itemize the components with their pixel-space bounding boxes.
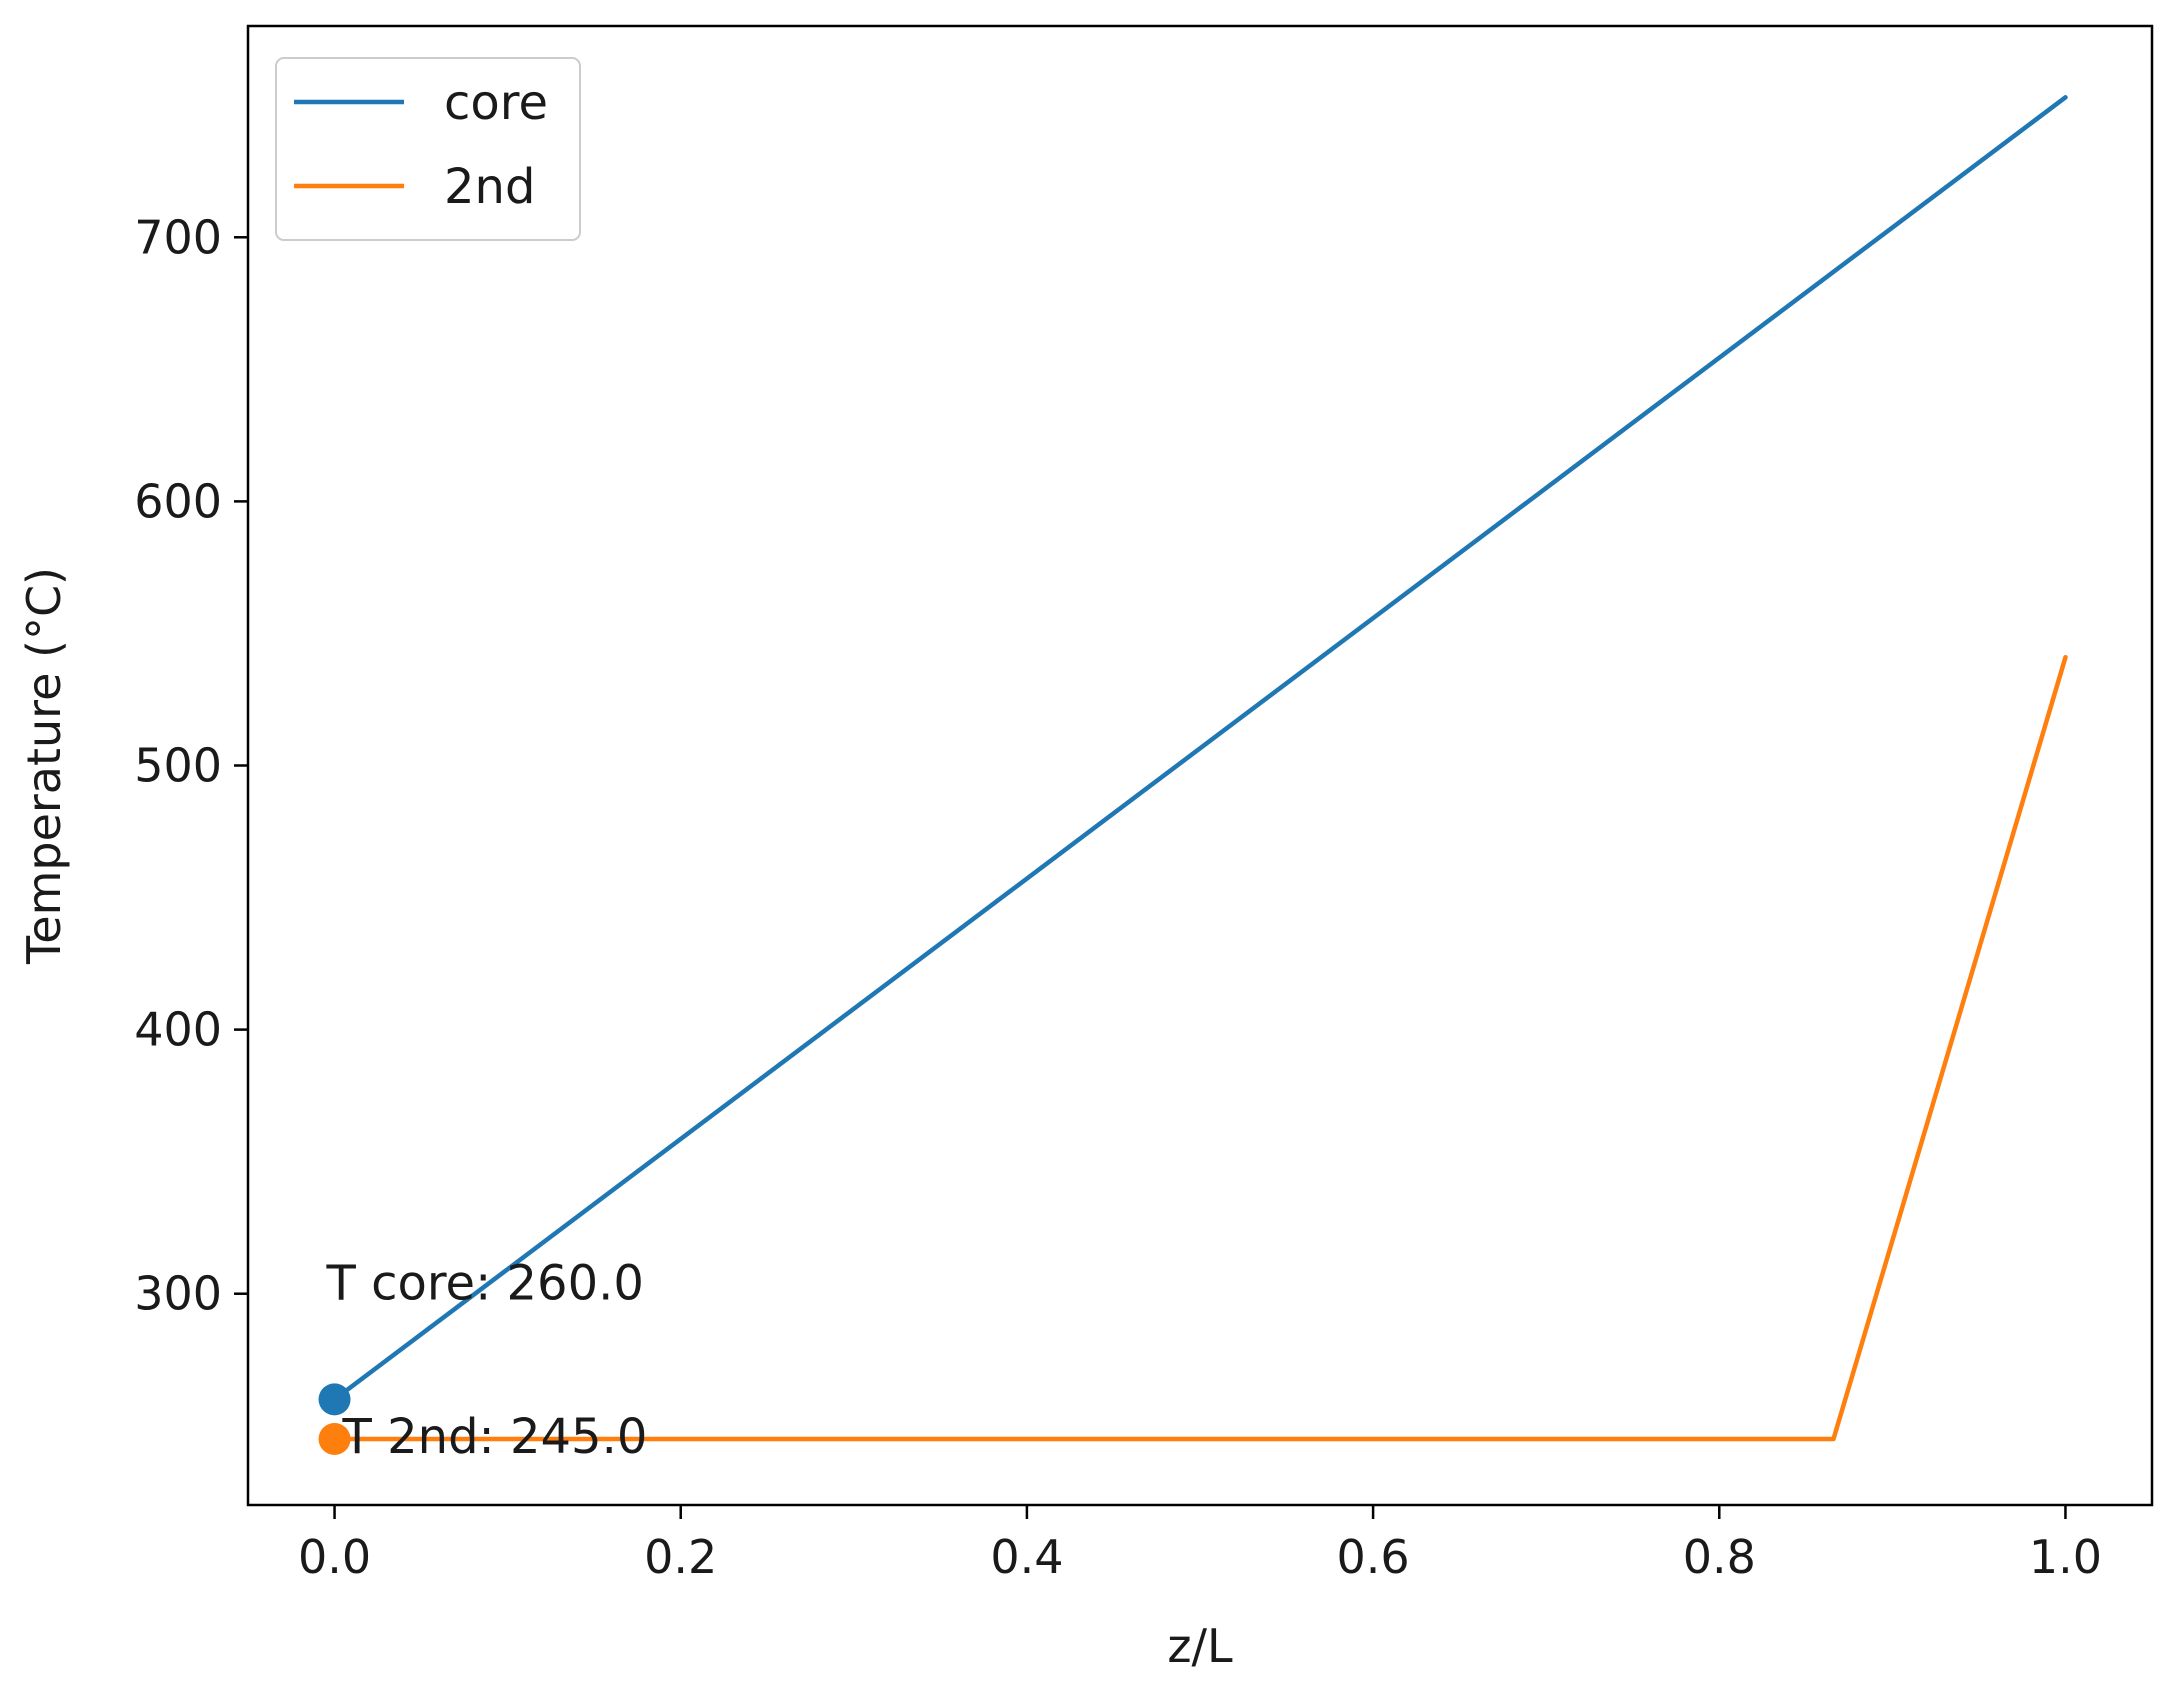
x-tick-label: 0.6 <box>1337 1530 1410 1584</box>
y-axis-label: Temperature (°C) <box>17 567 71 965</box>
series-line-core <box>332 95 2068 1402</box>
annotations-layer: T core: 260.0 T 2nd: 245.0 <box>326 1255 648 1465</box>
marker-2nd <box>318 1422 351 1455</box>
x-tick-label: 0.8 <box>1683 1530 1756 1584</box>
x-axis-label: z/L <box>1167 1619 1233 1673</box>
y-tick-label: 700 <box>134 210 222 264</box>
annotation-1: T core: 260.0 <box>326 1255 644 1311</box>
y-tick-label: 400 <box>134 1003 222 1057</box>
marker-core <box>318 1383 351 1416</box>
annotation-2: T 2nd: 245.0 <box>342 1409 648 1465</box>
series-line-2nd <box>332 654 2068 1442</box>
y-tick-label: 300 <box>134 1267 222 1321</box>
x-tick-label: 1.0 <box>2029 1530 2102 1584</box>
legend-label-2nd: 2nd <box>444 159 535 215</box>
markers-layer <box>318 1383 351 1455</box>
y-tick-label: 500 <box>134 739 222 793</box>
x-axis-ticks: 0.0 0.2 0.4 0.6 0.8 1.0 <box>298 1505 2102 1584</box>
x-tick-label: 0.2 <box>644 1530 717 1584</box>
series-layer <box>332 95 2068 1442</box>
y-tick-label: 600 <box>134 474 222 528</box>
x-tick-label: 0.0 <box>298 1530 371 1584</box>
legend: core 2nd <box>275 57 581 241</box>
legend-label-core: core <box>444 75 548 131</box>
x-tick-label: 0.4 <box>990 1530 1063 1584</box>
y-axis-ticks: 300 400 500 600 700 <box>134 210 248 1321</box>
